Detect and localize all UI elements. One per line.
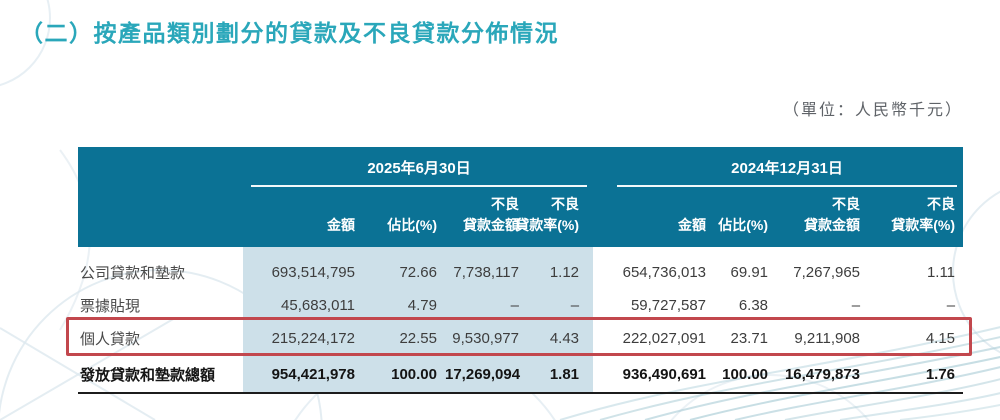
cell-value: – [946,297,956,314]
gap-cell [593,354,610,394]
loans-by-product-table: 2025年6月30日 2024年12月31日 金額 佔比(%) 不良 貸款金額 [78,147,964,394]
row-label: 票據貼現 [80,298,141,315]
col-header-npl-amount-2024: 不良 貸款金額 [776,187,869,247]
cell-value: 4.15 [925,329,956,347]
gap-cell [593,322,609,355]
date-group-2024: 2024年12月31日 [609,147,964,187]
col-header-amount-2024: 金額 [609,187,715,247]
loan-distribution-table: 2025年6月30日 2024年12月31日 金額 佔比(%) 不良 貸款金額 [66,147,972,394]
table-row-corporate-loans: 公司貸款和墊款 693,514,795 72.66 7,738,117 1.12… [78,247,963,289]
cell-value: 1.76 [868,354,964,394]
cell-value: 1.11 [926,263,956,281]
cell-value: 100.00 [714,354,777,394]
cell-value: 23.71 [730,329,769,347]
col-header-pct-2024: 佔比(%) [714,187,777,247]
cell-value: 222,027,091 [622,329,707,347]
cell-value: 7,738,117 [445,247,527,289]
cell-value: 9,530,977 [445,322,527,355]
col-header-amount-2025: 金額 [243,187,363,247]
cell-value: 4.43 [527,322,594,355]
cell-value: – [851,297,861,314]
cell-value: 1.81 [527,354,594,394]
header-row-label-col [78,187,243,247]
header-gap [593,187,610,247]
page-title: （二）按產品類別劃分的貸款及不良貸款分佈情況 [20,20,559,46]
col-header-npl-ratio-2025: 不良 貸款率(%) [515,187,594,247]
cell-value: 654,736,013 [622,263,707,281]
header-subcolumn-row: 金額 佔比(%) 不良 貸款金額 不良 貸款率(%) 金額 佔比(%) 不良 貸款金額 [78,187,964,247]
row-label: 公司貸款和墊款 [80,264,186,282]
cell-value: 16,479,873 [776,354,869,394]
header-corner [78,147,243,187]
cell-value: 100.00 [363,354,445,394]
cell-value: 72.66 [363,247,445,289]
cell-value: 45,683,011 [243,289,363,322]
cell-value: 69.91 [730,263,769,281]
cell-value: 17,269,094 [445,354,527,394]
col-header-npl-ratio-2024: 不良 貸款率(%) [868,187,964,247]
cell-value: – [527,289,594,322]
cell-value: 954,421,978 [243,354,363,394]
date-label-2025: 2025年6月30日 [251,157,588,187]
unit-note: （單位：人民幣千元） [782,102,963,119]
gap-cell [593,289,609,322]
cell-value: 936,490,691 [609,354,715,394]
cell-value: – [445,289,527,322]
table-row-personal-loans: 個人貸款 215,224,172 22.55 9,530,977 4.43 22… [78,322,963,355]
cell-value: 22.55 [363,322,445,355]
gap-cell [593,247,609,289]
col-header-npl-amount-2025: 不良 貸款金額 [445,187,527,247]
header-date-row: 2025年6月30日 2024年12月31日 [78,147,964,187]
cell-value: 1.12 [527,247,594,289]
cell-value: 7,267,965 [793,263,861,281]
cell-value: 693,514,795 [243,247,363,289]
cell-value: 4.79 [363,289,445,322]
header-gap [593,147,610,187]
cell-value: 215,224,172 [243,322,363,355]
table-row-total-loans: 發放貸款和墊款總額 954,421,978 100.00 17,269,094 … [78,354,964,394]
row-label: 個人貸款 [80,330,141,348]
date-label-2024: 2024年12月31日 [617,157,958,187]
col-header-pct-2025: 佔比(%) [363,187,445,247]
cell-value: 6.38 [738,297,769,314]
date-group-2025: 2025年6月30日 [243,147,594,187]
table-row-bill-discounting: 票據貼現 45,683,011 4.79 – – 59,727,587 6.38… [78,289,963,322]
cell-value: 9,211,908 [794,329,861,347]
cell-value: 59,727,587 [630,297,707,314]
row-label: 發放貸款和墊款總額 [78,354,243,394]
